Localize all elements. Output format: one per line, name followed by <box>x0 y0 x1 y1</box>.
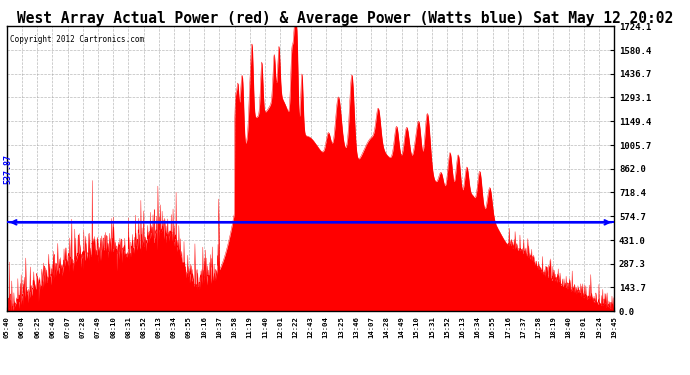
Text: West Array Actual Power (red) & Average Power (Watts blue) Sat May 12 20:02: West Array Actual Power (red) & Average … <box>17 11 673 26</box>
Text: Copyright 2012 Cartronics.com: Copyright 2012 Cartronics.com <box>10 35 144 44</box>
Text: 537.87: 537.87 <box>3 154 12 184</box>
